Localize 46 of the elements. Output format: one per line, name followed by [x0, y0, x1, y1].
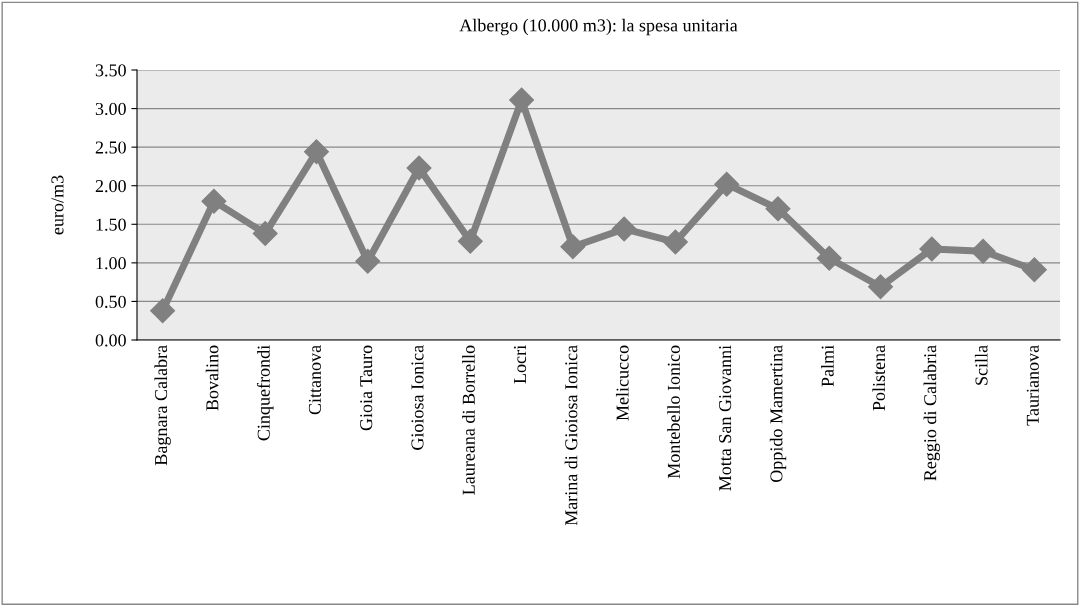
point [201, 188, 227, 214]
point [252, 221, 278, 247]
x-tick-label: Reggio di Calabria [923, 345, 941, 481]
point [765, 196, 791, 222]
x-tick-label: Gioia Tauro [360, 345, 373, 431]
point [611, 216, 637, 242]
y-tick-label: 3.50 [95, 64, 126, 77]
x-tick-label: Laureana di Borrello [462, 345, 475, 495]
point [1021, 257, 1047, 283]
x-tick-label: Marina di Gioiosa Ionica [564, 345, 578, 526]
point [303, 139, 329, 165]
point [406, 155, 432, 181]
x-tick-label: Locri [513, 345, 527, 384]
point [970, 238, 996, 264]
point [816, 245, 842, 271]
x-tick-label: Scilla [974, 345, 988, 385]
x-tick-label: Palmi [821, 345, 834, 387]
point [714, 171, 740, 197]
x-tick-label: Melicucco [615, 345, 629, 421]
x-tick-label: Cinquefrondi [256, 345, 274, 441]
point [509, 87, 535, 113]
x-tick-label: Oppido Mamertina [769, 345, 787, 483]
x-tick-label: Bagnara Calabra [154, 345, 171, 466]
point [868, 274, 894, 300]
y-tick-label: 0.50 [95, 295, 126, 308]
y-tick-label: 2.50 [95, 141, 126, 154]
y-tick-label: 3.00 [95, 102, 126, 116]
point [150, 298, 176, 324]
x-tick-label: Gioiosa Ionica [411, 345, 424, 450]
x-tick-label: Taurianova [1026, 345, 1039, 426]
point [355, 248, 381, 274]
y-axis-title: euro/m3 [51, 175, 64, 235]
point [662, 229, 688, 255]
x-tick-label: Motta San Giovanni [719, 345, 732, 491]
y-tick-label: 0.00 [95, 334, 126, 347]
y-tick-label: 2.00 [95, 179, 126, 193]
chart-title: Albergo (10.000 m3): la spesa unitaria [459, 18, 738, 36]
x-tick-label: Montebello Ionico [667, 345, 680, 479]
point [560, 234, 586, 260]
x-tick-label: Cittanova [308, 345, 321, 415]
y-tick-label: 1.00 [96, 257, 126, 270]
point [919, 236, 945, 262]
x-tick-label: Polistena [872, 345, 886, 411]
y-tick-label: 1.50 [96, 218, 126, 231]
point [457, 228, 483, 254]
x-tick-label: Bovalino [205, 345, 219, 411]
